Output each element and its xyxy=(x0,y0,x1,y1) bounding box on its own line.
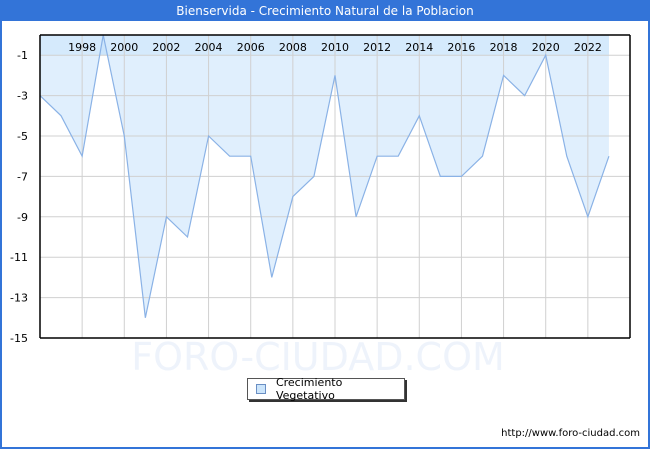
series-line xyxy=(39,34,610,318)
x-tick-label: 2004 xyxy=(195,41,223,54)
x-tick-label: 2022 xyxy=(574,41,602,54)
chart-title: Bienservida - Crecimiento Natural de la … xyxy=(0,0,650,21)
legend-label: Crecimiento Vegetativo xyxy=(275,376,343,402)
area-fill xyxy=(40,35,609,318)
watermark: FORO-CIUDAD.COM xyxy=(131,335,505,379)
y-tick-label: -11 xyxy=(10,251,28,264)
x-tick-label: 2010 xyxy=(321,41,349,54)
x-tick-label: 2020 xyxy=(532,41,560,54)
legend-swatch-icon xyxy=(256,384,266,394)
y-tick-label: -5 xyxy=(17,130,28,143)
x-tick-label: 2002 xyxy=(152,41,180,54)
y-tick-label: -7 xyxy=(17,170,28,183)
x-tick-label: 2012 xyxy=(363,41,391,54)
chart-legend: Crecimiento Vegetativo xyxy=(247,376,405,402)
x-tick-label: 1998 xyxy=(68,41,96,54)
x-tick-label: 2018 xyxy=(490,41,518,54)
y-tick-label: -1 xyxy=(17,49,28,62)
y-tick-label: -15 xyxy=(10,332,28,345)
source-url: http://www.foro-ciudad.com xyxy=(501,428,640,439)
y-tick-label: -13 xyxy=(10,292,28,305)
top-band-overlay xyxy=(40,35,609,56)
x-tick-label: 2006 xyxy=(237,41,265,54)
y-tick-label: -3 xyxy=(17,90,28,103)
x-tick-label: 2008 xyxy=(279,41,307,54)
x-tick-label: 2016 xyxy=(447,41,475,54)
x-tick-label: 2014 xyxy=(405,41,433,54)
x-tick-label: 2000 xyxy=(110,41,138,54)
y-tick-label: -9 xyxy=(17,211,28,224)
